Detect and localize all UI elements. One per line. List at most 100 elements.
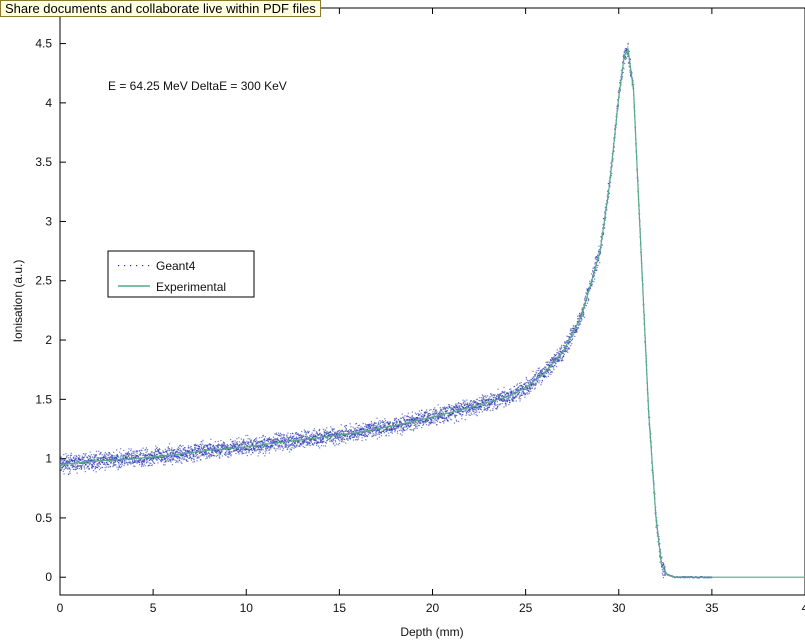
- geant4-point: [403, 426, 406, 428]
- geant4-point: [488, 405, 491, 407]
- geant4-point: [425, 419, 427, 422]
- geant4-point: [129, 454, 131, 456]
- geant4-point: [167, 447, 169, 449]
- geant4-point: [79, 459, 82, 461]
- geant4-point: [282, 448, 285, 450]
- geant4-point: [536, 376, 539, 378]
- geant4-point: [484, 399, 486, 401]
- geant4-point: [478, 405, 480, 408]
- geant4-point: [576, 331, 578, 333]
- geant4-point: [662, 565, 664, 567]
- geant4-point: [306, 442, 308, 444]
- geant4-point: [432, 411, 434, 413]
- geant4-point: [661, 568, 663, 571]
- geant4-point: [335, 441, 337, 443]
- geant4-point: [179, 457, 181, 459]
- geant4-point: [441, 413, 443, 415]
- geant4-point: [562, 356, 564, 358]
- geant4-point: [335, 443, 337, 445]
- geant4-point: [326, 432, 329, 435]
- geant4-point: [450, 407, 453, 409]
- geant4-point: [481, 399, 483, 402]
- geant4-point: [571, 327, 573, 330]
- geant4-point: [225, 454, 227, 457]
- geant4-point: [458, 403, 460, 405]
- geant4-point: [623, 68, 625, 70]
- geant4-point: [125, 456, 127, 458]
- geant4-point: [341, 438, 343, 440]
- geant4-point: [264, 436, 266, 438]
- geant4-point: [570, 333, 573, 335]
- geant4-point: [138, 458, 140, 461]
- geant4-point: [308, 442, 310, 445]
- geant4-point: [262, 435, 264, 437]
- geant4-point: [81, 462, 83, 465]
- promo-banner[interactable]: Share documents and collaborate live wit…: [0, 0, 321, 17]
- geant4-point: [602, 233, 605, 235]
- geant4-point: [62, 470, 64, 472]
- geant4-point: [466, 410, 468, 412]
- geant4-point: [93, 459, 95, 461]
- geant4-point: [270, 441, 273, 443]
- geant4-point: [375, 425, 377, 427]
- geant4-point: [457, 406, 459, 409]
- geant4-point: [177, 456, 179, 458]
- geant4-point: [221, 455, 224, 457]
- geant4-point: [389, 421, 391, 423]
- geant4-point: [253, 441, 255, 443]
- geant4-point: [349, 435, 351, 438]
- geant4-point: [339, 432, 341, 434]
- geant4-point: [421, 409, 423, 411]
- geant4-point: [451, 408, 453, 410]
- geant4-point: [400, 425, 403, 428]
- geant4-point: [383, 423, 386, 425]
- geant4-point: [192, 455, 194, 457]
- x-tick-label: 30: [612, 601, 626, 615]
- geant4-point: [405, 424, 407, 426]
- geant4-point: [136, 462, 138, 464]
- geant4-point: [597, 264, 599, 267]
- geant4-point: [180, 455, 183, 457]
- geant4-point: [102, 463, 105, 465]
- geant4-point: [515, 396, 517, 398]
- geant4-point: [152, 461, 154, 463]
- geant4-point: [437, 413, 439, 415]
- geant4-point: [583, 312, 585, 314]
- geant4-point: [401, 434, 403, 436]
- geant4-point: [223, 443, 225, 445]
- geant4-point: [143, 453, 145, 455]
- geant4-point: [76, 466, 78, 468]
- geant4-point: [333, 443, 335, 445]
- geant4-point: [392, 422, 394, 425]
- geant4-point: [89, 460, 91, 462]
- geant4-point: [168, 443, 171, 445]
- geant4-point: [218, 455, 221, 457]
- geant4-point: [354, 427, 356, 429]
- geant4-point: [288, 442, 290, 444]
- geant4-point: [236, 438, 238, 440]
- geant4-point: [195, 447, 197, 449]
- geant4-point: [65, 460, 67, 463]
- geant4-point: [575, 331, 577, 333]
- geant4-point: [355, 431, 357, 433]
- geant4-point: [365, 426, 367, 428]
- geant4-point: [200, 455, 202, 457]
- geant4-point: [360, 433, 362, 436]
- geant4-point: [276, 443, 278, 445]
- geant4-point: [447, 403, 450, 406]
- geant4-point: [193, 449, 195, 451]
- geant4-point: [154, 450, 156, 452]
- geant4-point: [371, 430, 373, 432]
- geant4-point: [81, 464, 83, 467]
- geant4-point: [165, 458, 167, 460]
- geant4-point: [301, 430, 303, 433]
- geant4-point: [427, 420, 429, 422]
- geant4-point: [319, 437, 321, 439]
- geant4-point: [494, 402, 496, 404]
- geant4-point: [564, 350, 566, 353]
- geant4-point: [650, 432, 652, 435]
- geant4-point: [232, 444, 235, 447]
- geant4-point: [438, 416, 440, 418]
- geant4-point: [571, 330, 573, 332]
- geant4-point: [280, 445, 282, 447]
